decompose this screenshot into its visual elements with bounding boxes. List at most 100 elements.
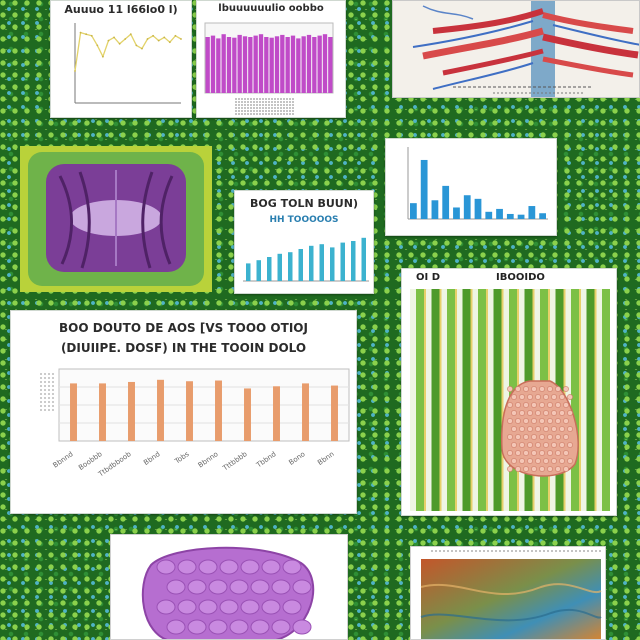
- magenta-bar-chart-svg: [204, 22, 334, 115]
- bar-0: [205, 37, 210, 93]
- lobe-7: [166, 579, 186, 595]
- bar-19: [306, 34, 312, 93]
- cell-66: [523, 450, 529, 456]
- bar-10: [517, 214, 525, 219]
- bar-6: [474, 198, 482, 219]
- cell-64: [507, 450, 513, 456]
- big-chart-title-1: BOO DOUTO DE AOS [VS TOOO OTIOJ: [59, 321, 308, 335]
- cell-72: [511, 458, 517, 464]
- cell-48: [507, 434, 513, 440]
- cell-52: [539, 434, 545, 440]
- purple-tissue-drawing: [20, 146, 212, 292]
- cell-51: [531, 434, 537, 440]
- cell-5: [547, 386, 553, 392]
- lobe-25: [250, 619, 270, 635]
- lobe-16: [198, 599, 218, 615]
- top-mid-chart-title: lbuuuuuulio oobbo: [218, 3, 324, 14]
- bar-11: [264, 37, 269, 93]
- stripe-edge-5: [501, 289, 504, 511]
- bar-1: [256, 260, 261, 281]
- bar-3: [277, 253, 282, 281]
- lobe-2: [198, 559, 218, 575]
- cell-35: [531, 418, 537, 424]
- lobe-26: [271, 619, 291, 635]
- lobe-1: [177, 559, 197, 575]
- cell-14: [559, 394, 565, 400]
- big-chart-title-2: (DIUIIPE. DOSF) IN THE TOOIN DOLO: [60, 341, 307, 355]
- bar-4: [288, 252, 293, 281]
- cell-79: [567, 458, 573, 464]
- cell-62: [559, 442, 565, 448]
- cell-panel-label-left: OI D: [416, 272, 441, 283]
- cell-42: [527, 426, 533, 432]
- bar-7: [485, 211, 493, 219]
- stripe-edge-10: [579, 289, 581, 511]
- cell-36: [539, 418, 545, 424]
- line-point-0: [74, 70, 76, 72]
- cell-74: [527, 458, 533, 464]
- line-point-8: [118, 42, 121, 45]
- stripe-4: [478, 289, 486, 511]
- cell-30: [559, 410, 565, 416]
- bar-7: [273, 386, 280, 441]
- line-point-1: [79, 31, 82, 34]
- lobe-24: [229, 619, 249, 635]
- vascular-illustration: [392, 0, 640, 98]
- lobe-12: [271, 579, 291, 595]
- cell-24: [511, 410, 517, 416]
- mid-chart-title-2: HH TOOOOOS: [269, 215, 339, 225]
- cell-58: [527, 442, 533, 448]
- bar-17: [296, 38, 301, 93]
- cell-7: [563, 386, 569, 392]
- stripe-5: [493, 289, 502, 511]
- cell-38: [555, 418, 561, 424]
- cell-stripes-drawing: [410, 289, 610, 511]
- lobe-22: [187, 619, 207, 635]
- bar-3: [442, 185, 450, 219]
- line-point-19: [180, 38, 182, 40]
- cell-73: [519, 458, 525, 464]
- bar-6: [244, 388, 251, 441]
- cell-84: [539, 466, 545, 472]
- cell-55: [563, 434, 569, 440]
- cell-71: [563, 450, 569, 456]
- lobe-27: [292, 619, 312, 635]
- line-point-5: [101, 55, 104, 58]
- stripe-12: [602, 289, 610, 511]
- cell-83: [531, 466, 537, 472]
- bar-4: [226, 37, 232, 93]
- bar-14: [280, 34, 285, 93]
- cell-25: [519, 410, 525, 416]
- bar-12: [539, 213, 546, 219]
- cell-41: [519, 426, 525, 432]
- lobe-8: [187, 579, 207, 595]
- bar-9: [340, 242, 345, 281]
- cell-40: [511, 426, 517, 432]
- bar-15: [285, 37, 290, 93]
- bar-9: [331, 385, 338, 441]
- teal-bar-chart-svg: [243, 237, 369, 282]
- line-point-12: [141, 47, 143, 50]
- bar-13: [274, 36, 280, 93]
- bar-10: [351, 241, 356, 281]
- tick-label-3: Bbnd: [142, 450, 161, 467]
- cell-69: [547, 450, 553, 456]
- cell-82: [523, 466, 529, 472]
- cell-76: [543, 458, 549, 464]
- big-bar-chart: BOO DOUTO DE AOS [VS TOOO OTIOJ (DIUIIPE…: [10, 310, 357, 514]
- lobe-13: [292, 579, 312, 595]
- cell-49: [515, 434, 521, 440]
- bar-1: [210, 35, 216, 93]
- mid-bar-chart: BOG TOLN BUUN) HH TOOOOOS: [234, 190, 374, 294]
- right-bar-chart: [385, 138, 557, 236]
- line-point-18: [174, 34, 177, 37]
- bar-1: [99, 383, 106, 441]
- bar-0: [70, 383, 77, 441]
- series-line: [74, 31, 182, 72]
- line-point-10: [129, 33, 132, 36]
- cell-2: [523, 386, 529, 392]
- line-point-3: [90, 34, 93, 37]
- cell-10: [527, 394, 533, 400]
- cell-67: [531, 450, 537, 456]
- cell-4: [539, 386, 545, 392]
